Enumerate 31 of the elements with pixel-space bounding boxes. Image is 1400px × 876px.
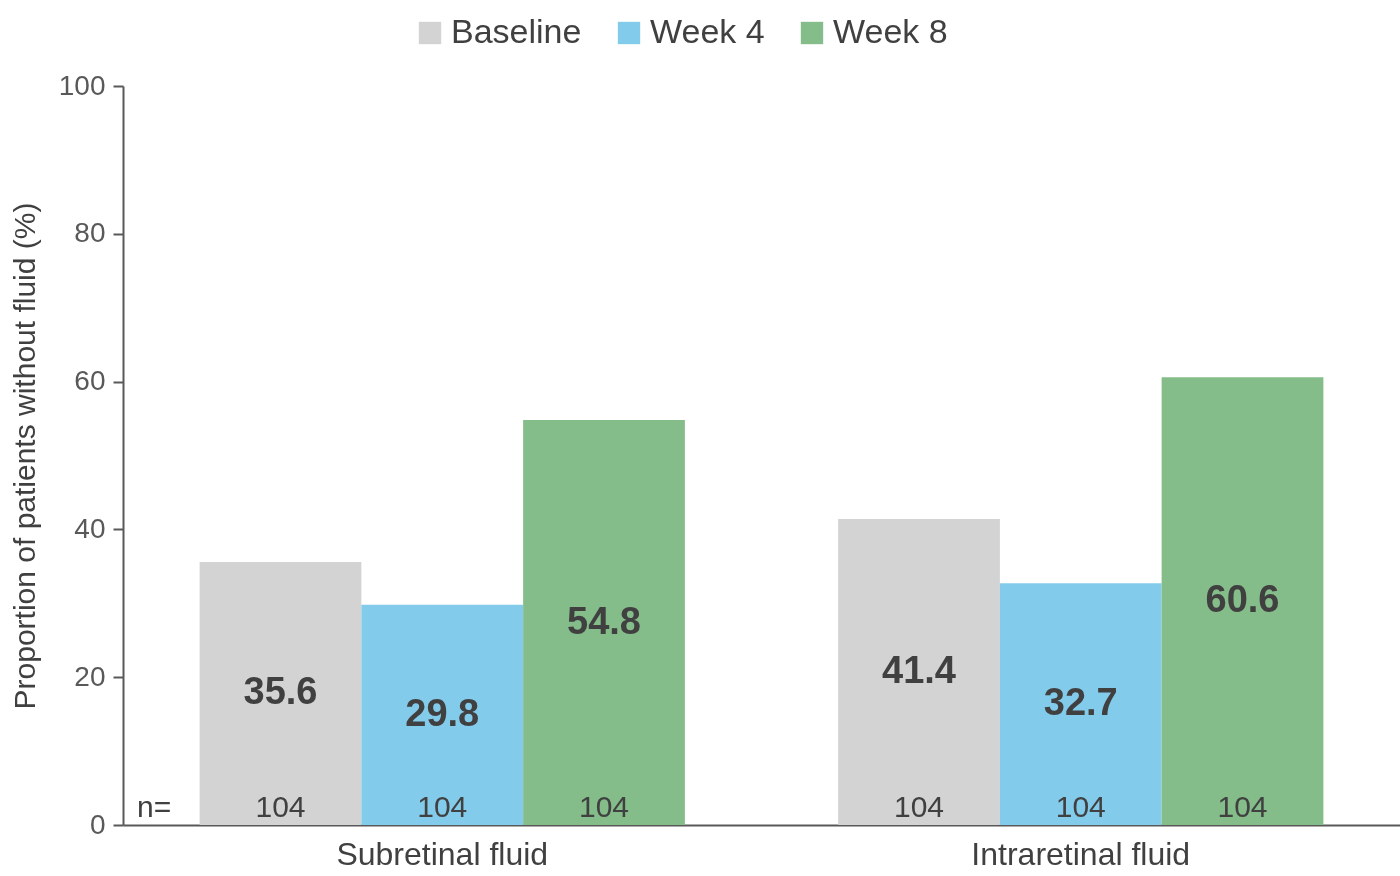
bar xyxy=(523,420,685,825)
data-label: 60.6 xyxy=(1205,578,1280,621)
y-tick-label: 100 xyxy=(58,69,106,101)
y-tick-label: 80 xyxy=(74,217,106,249)
data-label: 54.8 xyxy=(567,599,641,642)
annotation: n= xyxy=(137,790,172,823)
bar xyxy=(999,583,1162,825)
annotation: 104 xyxy=(255,790,306,823)
y-tick-label: 60 xyxy=(74,365,106,397)
x-tick-label: Subretinal fluid xyxy=(336,835,549,872)
bar xyxy=(361,604,524,825)
annotation: 104 xyxy=(1055,790,1106,823)
y-tick-label: 20 xyxy=(74,660,106,692)
legend-label: Week 8 xyxy=(833,12,948,50)
annotation: 104 xyxy=(893,790,945,823)
y-tick-label: 0 xyxy=(89,808,106,840)
bar xyxy=(838,519,1000,825)
legend-label: Baseline xyxy=(451,12,582,50)
data-label: 41.4 xyxy=(882,649,956,692)
bar xyxy=(1161,377,1324,825)
y-axis-title: Proportion of patients without fluid (%) xyxy=(7,202,41,710)
legend-label: Week 4 xyxy=(650,12,765,50)
y-tick-label: 40 xyxy=(74,512,106,544)
x-tick-label: Intraretinal fluid xyxy=(971,835,1191,872)
bar xyxy=(199,561,362,825)
data-label: 32.7 xyxy=(1043,681,1118,724)
annotation: 104 xyxy=(578,790,630,823)
data-label: 29.8 xyxy=(405,691,480,734)
annotation: 104 xyxy=(417,790,468,823)
annotation: 104 xyxy=(1217,790,1268,823)
data-label: 35.6 xyxy=(243,670,318,713)
